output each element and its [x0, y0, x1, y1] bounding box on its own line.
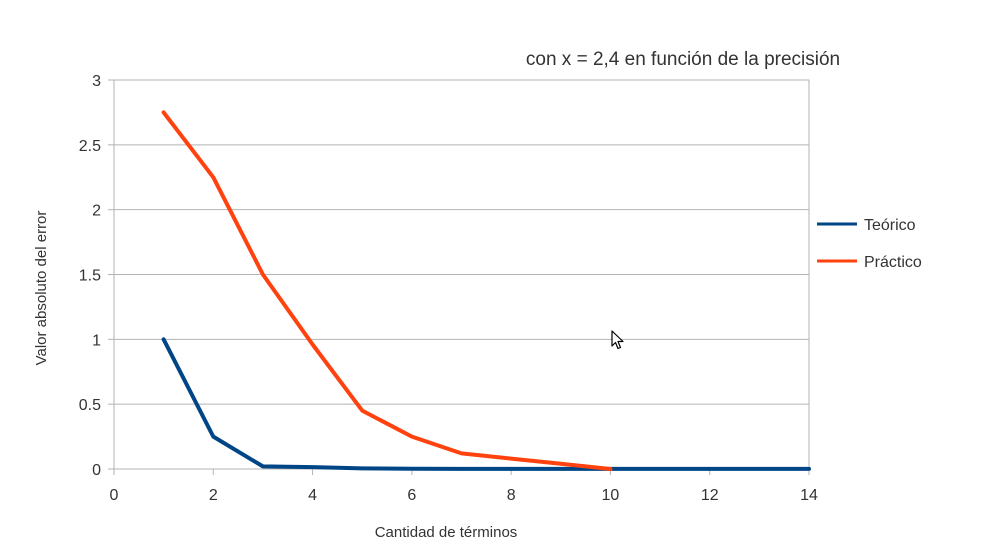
x-tick-label: 2 [209, 487, 218, 504]
chart-title: con x = 2,4 en función de la precisión [526, 49, 840, 70]
y-tick-label: 1 [92, 332, 101, 349]
x-tick-label: 12 [701, 487, 719, 504]
x-tick-label: 4 [308, 487, 317, 504]
series-lines [161, 110, 811, 471]
mouse-cursor-icon [611, 330, 624, 350]
x-axis-label: Cantidad de términos [375, 524, 518, 541]
legend: Teórico Práctico [817, 217, 922, 271]
legend-label: Práctico [864, 254, 922, 271]
y-tick-labels: 0 0.5 1 1.5 2 2.5 3 [79, 73, 101, 479]
x-tick-label: 8 [507, 487, 516, 504]
y-tick-label: 2.5 [79, 138, 101, 155]
series-line-1 [161, 337, 811, 471]
axes [108, 79, 810, 475]
x-tick-labels: 0 2 4 6 8 10 12 14 [110, 487, 818, 504]
x-tick-label: 6 [407, 487, 416, 504]
y-tick-label: 1.5 [79, 268, 101, 285]
y-tick-label: 0.5 [79, 397, 101, 414]
y-axis-label: Valor absoluto del error [33, 211, 50, 366]
x-tick-label: 10 [602, 487, 620, 504]
y-tick-label: 2 [92, 203, 101, 220]
x-tick-label: 0 [110, 487, 119, 504]
legend-label: Teórico [864, 217, 916, 234]
x-tick-label: 14 [800, 487, 818, 504]
series-line-2 [161, 110, 613, 471]
grid [114, 79, 809, 470]
y-tick-label: 3 [92, 73, 101, 90]
y-tick-label: 0 [92, 462, 101, 479]
